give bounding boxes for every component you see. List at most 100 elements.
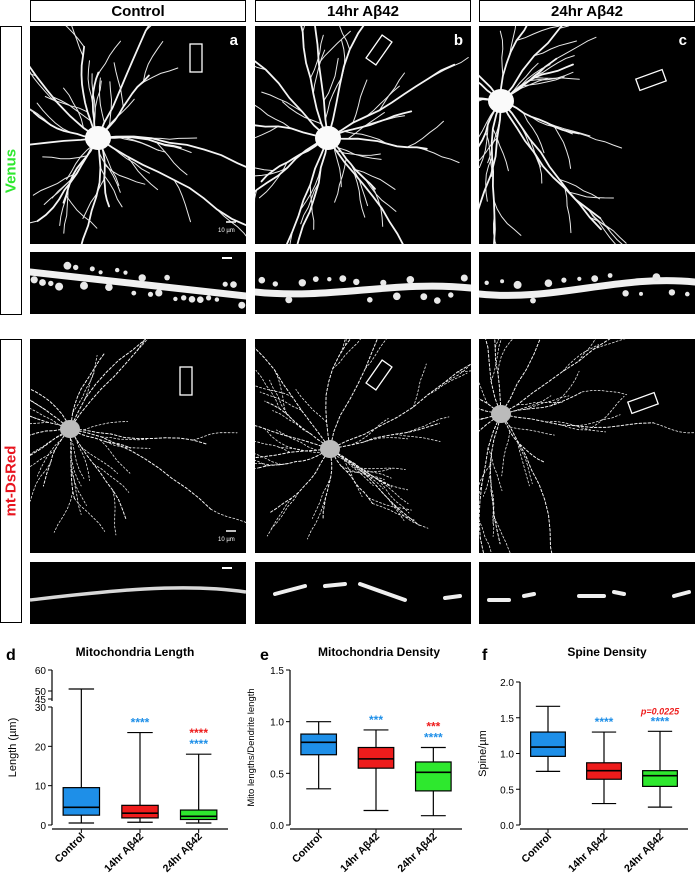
x-tick-label: 24hr Aβ42 <box>161 831 205 875</box>
dendrite-arbor <box>30 26 246 244</box>
x-tick-label: Control <box>53 831 88 866</box>
dendrite-arbor <box>479 26 627 244</box>
y-tick-label: 0.0 <box>500 821 514 832</box>
significance-label: **** <box>651 714 670 728</box>
dendritic-spine <box>685 291 690 297</box>
mitochondrion <box>612 590 626 596</box>
dendritic-spine <box>164 274 170 281</box>
dendritic-spine <box>339 275 347 282</box>
dendritic-spine <box>173 296 178 302</box>
dendritic-spine <box>448 292 454 298</box>
box-iqr <box>357 746 395 769</box>
significance-label: *** <box>369 713 383 727</box>
box-iqr <box>62 787 101 816</box>
box-0 <box>300 721 338 790</box>
dendritic-spine <box>98 270 103 275</box>
y-tick-label: 0.5 <box>270 769 284 780</box>
dendritic-spine <box>188 296 196 303</box>
box-iqr <box>414 761 452 792</box>
y-tick-label: 45 <box>35 695 47 706</box>
y-tick-label: 1.0 <box>270 718 284 729</box>
y-tick-label: 0.5 <box>500 785 514 796</box>
mtdsred-image-panel <box>479 339 695 553</box>
x-tick-label: 24hr Aβ42 <box>395 831 439 875</box>
mtdsred-dendrite-zoom <box>255 562 471 624</box>
dendritic-spine <box>639 291 643 296</box>
box-iqr <box>179 809 218 821</box>
y-tick-label: 1.0 <box>500 750 514 761</box>
box-1 <box>586 731 622 805</box>
column-header-label: 14hr Aβ42 <box>327 2 399 20</box>
venus-image-panel: a 10 µm <box>30 26 246 244</box>
soma <box>315 126 341 150</box>
y-axis-label: Mito lengths/Dendrite length <box>246 688 257 806</box>
panel-letter: d <box>6 647 16 664</box>
dendritic-spine <box>89 266 95 272</box>
box-iqr <box>300 733 338 756</box>
dendritic-spine <box>513 280 522 289</box>
dendritic-spine <box>591 275 599 282</box>
panel-letter: e <box>260 647 269 664</box>
boxplot-chart-e: e Mitochondria Density 0.0 0.5 1.0 1.5 Mito le… <box>240 640 470 878</box>
dendritic-spine <box>652 273 661 281</box>
mitochondrion <box>443 594 462 600</box>
x-tick-label: Control <box>519 831 554 866</box>
y-tick-label: 20 <box>35 742 47 753</box>
box-0 <box>62 688 101 824</box>
x-tick-label: 24hr Aβ42 <box>622 831 666 875</box>
scale-bar-label: 10 µm <box>218 537 235 543</box>
venus-dendrite-zoom <box>30 252 246 314</box>
mitochondrion <box>323 582 347 588</box>
dendrite-arbor <box>30 339 246 536</box>
dendritic-spine <box>434 297 441 304</box>
panel-letter: a <box>229 32 238 49</box>
dendritic-spine <box>353 278 360 286</box>
dendritic-spine <box>230 281 237 288</box>
x-tick-label: 14hr Aβ42 <box>102 831 146 875</box>
row-label-text: Venus <box>2 148 20 193</box>
x-tick-label: Control <box>290 831 325 866</box>
venus-dendrite-zoom <box>479 252 695 314</box>
column-header-24hr: 24hr Aβ42 <box>479 0 695 22</box>
dendritic-spine <box>39 279 46 286</box>
dendrite-arbor <box>479 339 695 553</box>
box-1 <box>357 729 395 812</box>
mtdsred-image-panel <box>255 339 471 553</box>
inset-region-box <box>634 68 668 92</box>
boxplot-chart-d: d Mitochondria Length 0 10 20 30 45 50 60 Length … <box>0 640 235 878</box>
dendritic-spine <box>131 290 137 296</box>
dendritic-spine <box>484 280 489 285</box>
boxplot-chart-f: f Spine Density 0.0 0.5 1.0 1.5 2.0 Spine/µm Con… <box>470 640 698 878</box>
column-header-control: Control <box>30 0 246 22</box>
mitochondrion <box>672 590 691 598</box>
dendrite-arbor <box>255 339 471 540</box>
dendritic-spine <box>561 277 567 283</box>
chart-title: Mitochondria Length <box>76 645 195 659</box>
box-iqr <box>530 731 566 757</box>
significance-label: p=0.0225 <box>640 706 680 716</box>
dendritic-spine <box>63 261 72 270</box>
panel-letter: b <box>453 32 463 49</box>
dendritic-spine <box>285 296 293 304</box>
dendritic-spine <box>530 297 536 304</box>
y-tick-label: 50 <box>35 687 47 698</box>
box-0 <box>530 705 566 772</box>
inset-region-box <box>179 366 193 396</box>
box-1 <box>121 731 159 823</box>
y-tick-label: 0 <box>40 821 46 832</box>
y-tick-label: 1.5 <box>270 666 284 677</box>
dendritic-spine <box>367 297 373 303</box>
dendritic-spine <box>544 279 553 287</box>
dendritic-spine <box>327 277 332 282</box>
dendrite-arbor <box>255 26 469 244</box>
dendritic-spine <box>105 283 113 291</box>
chart-title: Spine Density <box>567 645 647 659</box>
row-label-venus: Venus <box>0 26 22 315</box>
soma <box>320 440 340 458</box>
mitochondrion <box>273 584 307 596</box>
significance-label: **** <box>131 716 150 730</box>
mtdsred-image-panel: 10 µm <box>30 339 246 553</box>
inset-region-box <box>365 34 393 66</box>
mitochondrion <box>522 592 536 598</box>
dendritic-spine <box>214 297 220 302</box>
